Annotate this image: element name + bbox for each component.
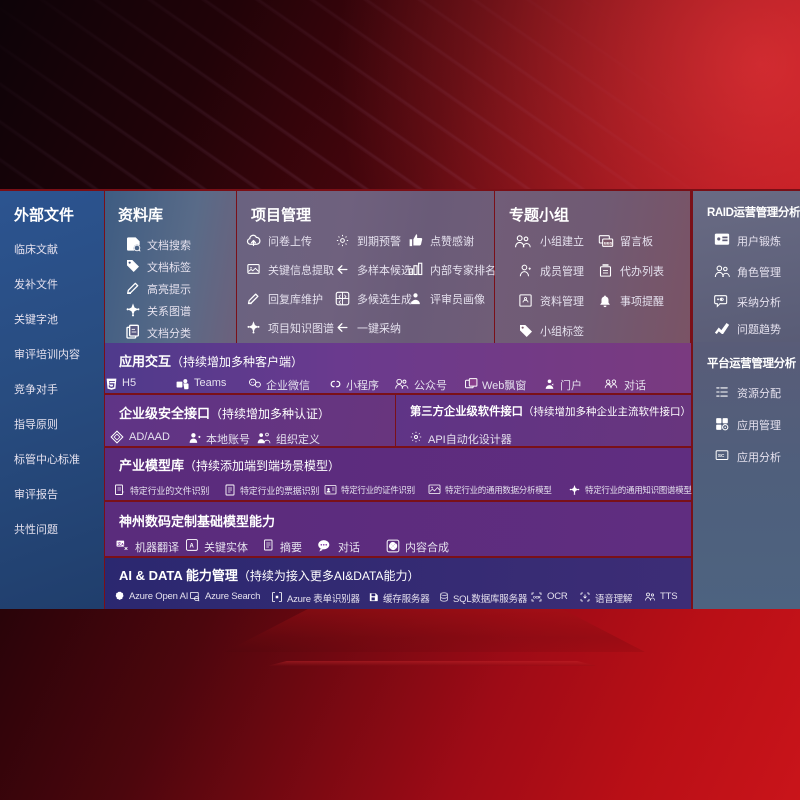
svg-text:SC: SC: [718, 453, 725, 458]
svg-text:OCR: OCR: [533, 596, 541, 600]
svg-text:A: A: [190, 544, 195, 550]
svg-text:BBS: BBS: [604, 241, 613, 246]
svg-text:文A: 文A: [116, 542, 124, 547]
